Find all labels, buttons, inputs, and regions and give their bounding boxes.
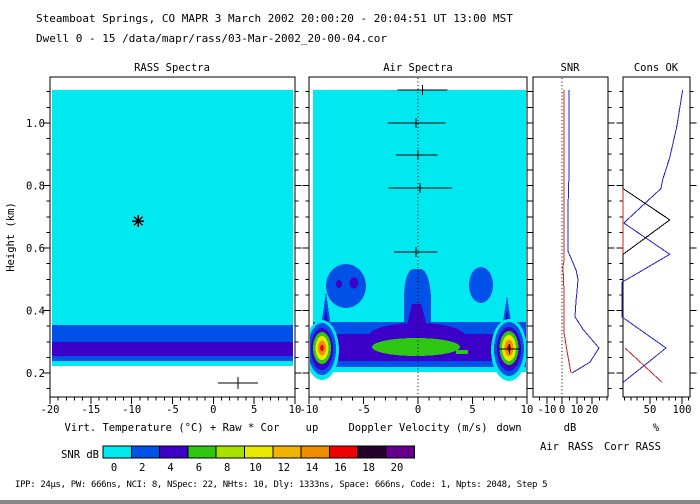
rass-x-axis-label: Virt. Temperature (°C) + Raw * Cor: [65, 422, 280, 434]
radar-parameters: IPP: 24µs, PW: 666ns, NCI: 8, NSpec: 22,…: [15, 480, 547, 490]
colorbar-swatch: [300, 445, 330, 459]
panel-title-cons-ok: Cons OK: [634, 62, 679, 74]
rass-panel-frame: [49, 76, 296, 398]
turbulence-blob-left: [326, 264, 366, 308]
panel-title-snr: SNR: [561, 62, 581, 74]
colorbar-tick: 12: [277, 462, 290, 474]
colorbar-tick: 8: [224, 462, 230, 474]
legend-corr-rass: Corr RASS: [604, 441, 661, 453]
y-tick-label: 0.8: [26, 181, 45, 193]
colorbar-tick: 20: [391, 462, 404, 474]
colorbar-tick: 18: [362, 462, 375, 474]
profile-line-rass: [624, 347, 663, 383]
title: Steamboat Springs, CO MAPR 3 March 2002 …: [36, 12, 513, 25]
clear-air-peak: [372, 338, 460, 356]
colorbar-swatch: [328, 445, 359, 459]
turbulence-blob-right: [469, 267, 493, 303]
profile-line-air: [567, 90, 600, 374]
y-tick-label: 0.6: [26, 243, 45, 255]
x-tick-label: 50: [644, 404, 657, 416]
subtitle-file-path: Dwell 0 - 15 /data/mapr/rass/03-Mar-2002…: [36, 32, 387, 45]
legend-air: Air: [540, 441, 559, 453]
cons-profile-lines: [621, 90, 684, 383]
air-x-axis-label: Doppler Velocity (m/s): [348, 422, 487, 434]
down-label: down: [496, 422, 521, 434]
colorbar-swatch: [244, 445, 274, 459]
x-tick-label: -10: [122, 404, 141, 416]
colorbar-swatch: [357, 445, 387, 459]
y-tick-label: 1.0: [26, 118, 45, 130]
colorbar-swatch: [159, 445, 189, 459]
profile-line-corr-rass: [622, 188, 671, 255]
x-tick-label: 5: [469, 404, 475, 416]
x-tick-label: -10: [300, 404, 319, 416]
x-tick-label: -15: [81, 404, 100, 416]
profile-line-air: [621, 90, 684, 383]
rass-spectra-heatmap: [52, 90, 293, 366]
colorbar-tick: 16: [334, 462, 347, 474]
rass-echo-left: [310, 320, 339, 380]
profile-line-rass: [562, 90, 572, 374]
air-velocity-markers: [387, 85, 521, 354]
up-label: up: [306, 422, 319, 434]
colorbar-tick: 2: [139, 462, 145, 474]
x-tick-label: 10: [521, 404, 534, 416]
x-tick-label: 0: [559, 404, 565, 416]
x-tick-label: -5: [357, 404, 370, 416]
x-tick-label: 20: [586, 404, 599, 416]
rass-echo-right: [491, 319, 527, 381]
rass-temperature-markers: [132, 215, 259, 389]
y-tick-label: 0.2: [26, 368, 45, 380]
x-tick-label: 0: [415, 404, 421, 416]
colorbar-swatch: [102, 445, 132, 459]
panel-frames: [49, 76, 691, 398]
air-panel-frame: [308, 76, 528, 398]
rass-snr-band: [52, 325, 293, 342]
x-tick-label: 10: [571, 404, 584, 416]
cons-panel-frame: [622, 76, 691, 398]
colorbar-swatch: [385, 445, 415, 459]
x-tick-label: 5: [251, 404, 257, 416]
snr-x-axis-label: dB: [564, 422, 577, 434]
snr-panel-frame: [532, 76, 609, 398]
colorbar-swatch: [272, 445, 302, 459]
x-tick-label: -20: [41, 404, 60, 416]
x-tick-label: 10: [289, 404, 302, 416]
colorbar-tick: 4: [167, 462, 173, 474]
line-legend: Air RASS Corr RASS: [540, 441, 661, 453]
colorbar-swatch: [130, 445, 161, 459]
panel-title-air-spectra: Air Spectra: [383, 62, 453, 74]
x-tick-label: 100: [673, 404, 692, 416]
axis-ticks: [43, 91, 697, 404]
rass-snr-band: [52, 342, 293, 356]
panel-title-rass-spectra: RASS Spectra: [134, 62, 210, 74]
y-axis-label: Height (km): [5, 202, 17, 272]
snr-colorbar: SNR dB 0 2 4 6 8 10 12 14 16 18 20: [61, 445, 415, 474]
colorbar-swatch: [187, 445, 217, 459]
snr-profile-lines: [562, 90, 600, 374]
cons-x-axis-label: %: [653, 422, 660, 434]
legend-rass: RASS: [568, 441, 593, 453]
colorbar-label: SNR dB: [61, 449, 99, 461]
colorbar-tick: 10: [249, 462, 262, 474]
x-tick-label: 0: [210, 404, 216, 416]
y-tick-label: 0.4: [26, 306, 45, 318]
colorbar-tick: 0: [111, 462, 117, 474]
air-spectra-heatmap: [310, 90, 527, 381]
colorbar-swatch: [215, 445, 245, 459]
x-tick-label: -5: [166, 404, 179, 416]
colorbar-tick: 14: [306, 462, 319, 474]
x-tick-label: -10: [538, 404, 557, 416]
colorbar-tick: 6: [196, 462, 202, 474]
